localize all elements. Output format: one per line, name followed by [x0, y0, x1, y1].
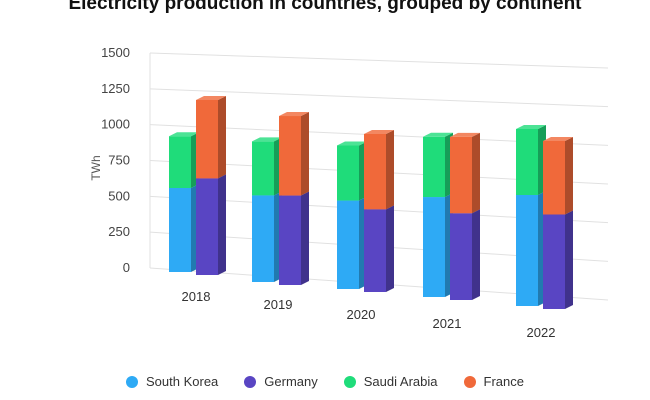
bar-side-face — [386, 129, 394, 210]
bar-segment[interactable] — [543, 137, 573, 215]
bar-front-face — [543, 141, 565, 215]
bar-segment[interactable] — [252, 191, 282, 282]
bar-segment[interactable] — [543, 210, 573, 310]
bar-front-face — [252, 141, 274, 196]
bar-segment[interactable] — [450, 132, 480, 214]
legend-swatch-south-korea — [126, 375, 139, 388]
chart-legend: South Korea Germany Saudi Arabia France — [0, 374, 650, 389]
gridline — [149, 52, 609, 69]
bar-top-face — [337, 141, 367, 146]
bar-segment[interactable] — [279, 191, 309, 285]
bar-side-face — [565, 210, 573, 309]
bar-top-face — [516, 125, 546, 129]
bar-segment[interactable] — [337, 141, 367, 201]
legend-swatch-germany — [244, 375, 257, 388]
bar-top-face — [450, 132, 480, 137]
bar-segment[interactable] — [196, 174, 226, 275]
x-tick-label: 2020 — [347, 307, 376, 322]
bar-front-face — [543, 214, 565, 309]
y-tick-label: 1000 — [101, 117, 130, 132]
bar-front-face — [196, 178, 218, 275]
y-tick-label: 500 — [108, 188, 130, 203]
bar-segment[interactable] — [337, 196, 367, 289]
legend-swatch-france — [463, 375, 476, 388]
bar-side-face — [301, 112, 309, 196]
bar-front-face — [196, 100, 218, 179]
x-tick-label: 2018 — [182, 289, 211, 304]
bar-front-face — [364, 209, 386, 292]
bar-segment[interactable] — [364, 129, 394, 210]
bar-top-face — [423, 132, 453, 137]
bar-front-face — [516, 195, 538, 306]
bar-segment[interactable] — [279, 112, 309, 196]
bar-top-face — [169, 132, 199, 137]
bar-segment[interactable] — [364, 205, 394, 292]
bar-segment[interactable] — [423, 193, 453, 297]
bar-segment[interactable] — [516, 125, 546, 195]
bar-side-face — [301, 191, 309, 285]
legend-label-germany: Germany — [264, 374, 318, 389]
bar-top-face — [279, 112, 309, 117]
bar-front-face — [423, 136, 445, 198]
bar-front-face — [364, 133, 386, 210]
bar-segment[interactable] — [169, 132, 199, 188]
y-tick-label: 1250 — [101, 81, 130, 96]
bar-front-face — [279, 116, 301, 196]
bar-segment[interactable] — [423, 132, 453, 198]
bar-side-face — [472, 132, 480, 214]
bar-segment[interactable] — [516, 191, 546, 306]
bar-front-face — [169, 188, 191, 272]
y-tick-label: 750 — [108, 153, 130, 168]
bar-segment[interactable] — [169, 184, 199, 272]
bar-side-face — [565, 137, 573, 215]
x-tick-label: 2021 — [433, 316, 462, 331]
bar-side-face — [218, 174, 226, 275]
bar-front-face — [450, 136, 472, 214]
y-axis-label: TWh — [89, 155, 103, 180]
bar-top-face — [252, 137, 282, 142]
bar-side-face — [218, 96, 226, 179]
bar-front-face — [423, 197, 445, 297]
legend-item-france[interactable]: France — [463, 374, 524, 389]
legend-label-saudi-arabia: Saudi Arabia — [363, 374, 438, 389]
legend-swatch-saudi-arabia — [343, 375, 356, 388]
y-tick-label: 1500 — [101, 45, 130, 60]
bar-front-face — [337, 145, 359, 201]
x-tick-label: 2022 — [527, 325, 556, 340]
bar-front-face — [450, 213, 472, 300]
bar-top-face — [543, 137, 573, 141]
bar-front-face — [169, 136, 191, 188]
legend-item-south-korea[interactable]: South Korea — [126, 374, 218, 389]
bar-top-face — [196, 96, 226, 100]
bar-side-face — [472, 209, 480, 300]
bar-side-face — [386, 205, 394, 292]
bar-front-face — [516, 129, 538, 195]
legend-item-germany[interactable]: Germany — [244, 374, 318, 389]
y-tick-label: 250 — [108, 224, 130, 239]
bar-top-face — [364, 129, 394, 134]
bar-front-face — [337, 200, 359, 289]
chart-title: Electricity production in countries, gro… — [68, 0, 582, 14]
y-tick-label: 0 — [123, 260, 130, 275]
legend-label-france: France — [483, 374, 524, 389]
bar-segment[interactable] — [450, 209, 480, 300]
bar-front-face — [279, 195, 301, 285]
x-tick-label: 2019 — [264, 297, 293, 312]
bar-segment[interactable] — [252, 137, 282, 196]
bar-segment[interactable] — [196, 96, 226, 179]
bar-front-face — [252, 195, 274, 282]
gridline — [149, 88, 609, 108]
legend-item-saudi-arabia[interactable]: Saudi Arabia — [343, 374, 438, 389]
legend-label-south-korea: South Korea — [146, 374, 219, 389]
